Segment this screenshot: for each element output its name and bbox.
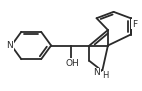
Text: OH: OH bbox=[66, 59, 79, 68]
Text: N: N bbox=[7, 41, 13, 50]
Text: N: N bbox=[93, 68, 100, 77]
Text: F: F bbox=[132, 20, 137, 29]
Text: H: H bbox=[103, 72, 109, 80]
